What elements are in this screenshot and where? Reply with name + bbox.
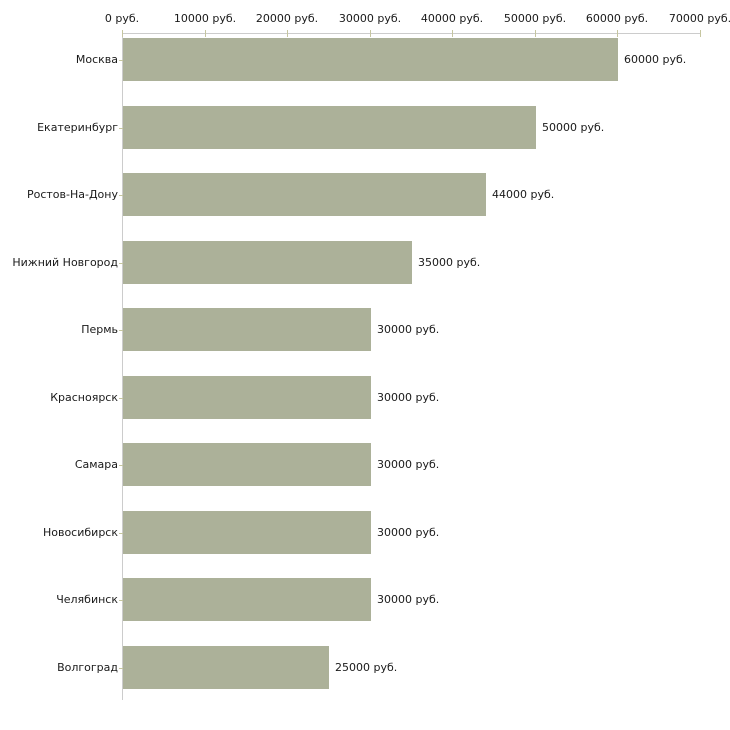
value-label: 30000 руб.: [377, 592, 440, 606]
value-label: 25000 руб.: [335, 660, 398, 674]
value-label: 60000 руб.: [624, 52, 687, 66]
x-tick-label: 70000 руб.: [668, 12, 730, 25]
category-label: Москва: [75, 52, 118, 66]
bar: [123, 173, 486, 216]
bar: [123, 106, 536, 149]
x-tick-label: 20000 руб.: [255, 12, 319, 25]
x-tick: [122, 30, 123, 37]
x-tick-label: 50000 руб.: [503, 12, 567, 25]
x-axis-line: [122, 33, 701, 34]
x-tick: [287, 30, 288, 37]
x-tick: [370, 30, 371, 37]
value-label: 30000 руб.: [377, 322, 440, 336]
value-label: 30000 руб.: [377, 457, 440, 471]
category-label: Екатеринбург: [37, 120, 118, 134]
category-label: Самара: [74, 457, 118, 471]
x-tick: [535, 30, 536, 37]
category-label: Новосибирск: [42, 525, 118, 539]
y-axis-line: [122, 33, 123, 700]
value-label: 50000 руб.: [542, 120, 605, 134]
x-tick: [205, 30, 206, 37]
bar: [123, 241, 412, 284]
x-tick: [452, 30, 453, 37]
category-label: Челябинск: [56, 592, 118, 606]
category-label: Волгоград: [57, 660, 118, 674]
bar: [123, 308, 371, 351]
value-label: 30000 руб.: [377, 390, 440, 404]
bar: [123, 646, 329, 689]
bar: [123, 443, 371, 486]
x-tick-label: 0 руб.: [104, 12, 140, 25]
x-tick: [617, 30, 618, 37]
bar: [123, 511, 371, 554]
x-tick-label: 60000 руб.: [585, 12, 649, 25]
x-tick-label: 30000 руб.: [338, 12, 402, 25]
bar: [123, 38, 618, 81]
value-label: 44000 руб.: [492, 187, 555, 201]
category-label: Нижний Новгород: [12, 255, 118, 269]
category-label: Красноярск: [50, 390, 118, 404]
x-tick-label: 10000 руб.: [173, 12, 237, 25]
value-label: 30000 руб.: [377, 525, 440, 539]
value-label: 35000 руб.: [418, 255, 481, 269]
x-tick: [700, 30, 701, 37]
category-label: Ростов-На-Дону: [26, 187, 118, 201]
bar: [123, 376, 371, 419]
x-tick-label: 40000 руб.: [420, 12, 484, 25]
bar: [123, 578, 371, 621]
category-label: Пермь: [81, 322, 118, 336]
